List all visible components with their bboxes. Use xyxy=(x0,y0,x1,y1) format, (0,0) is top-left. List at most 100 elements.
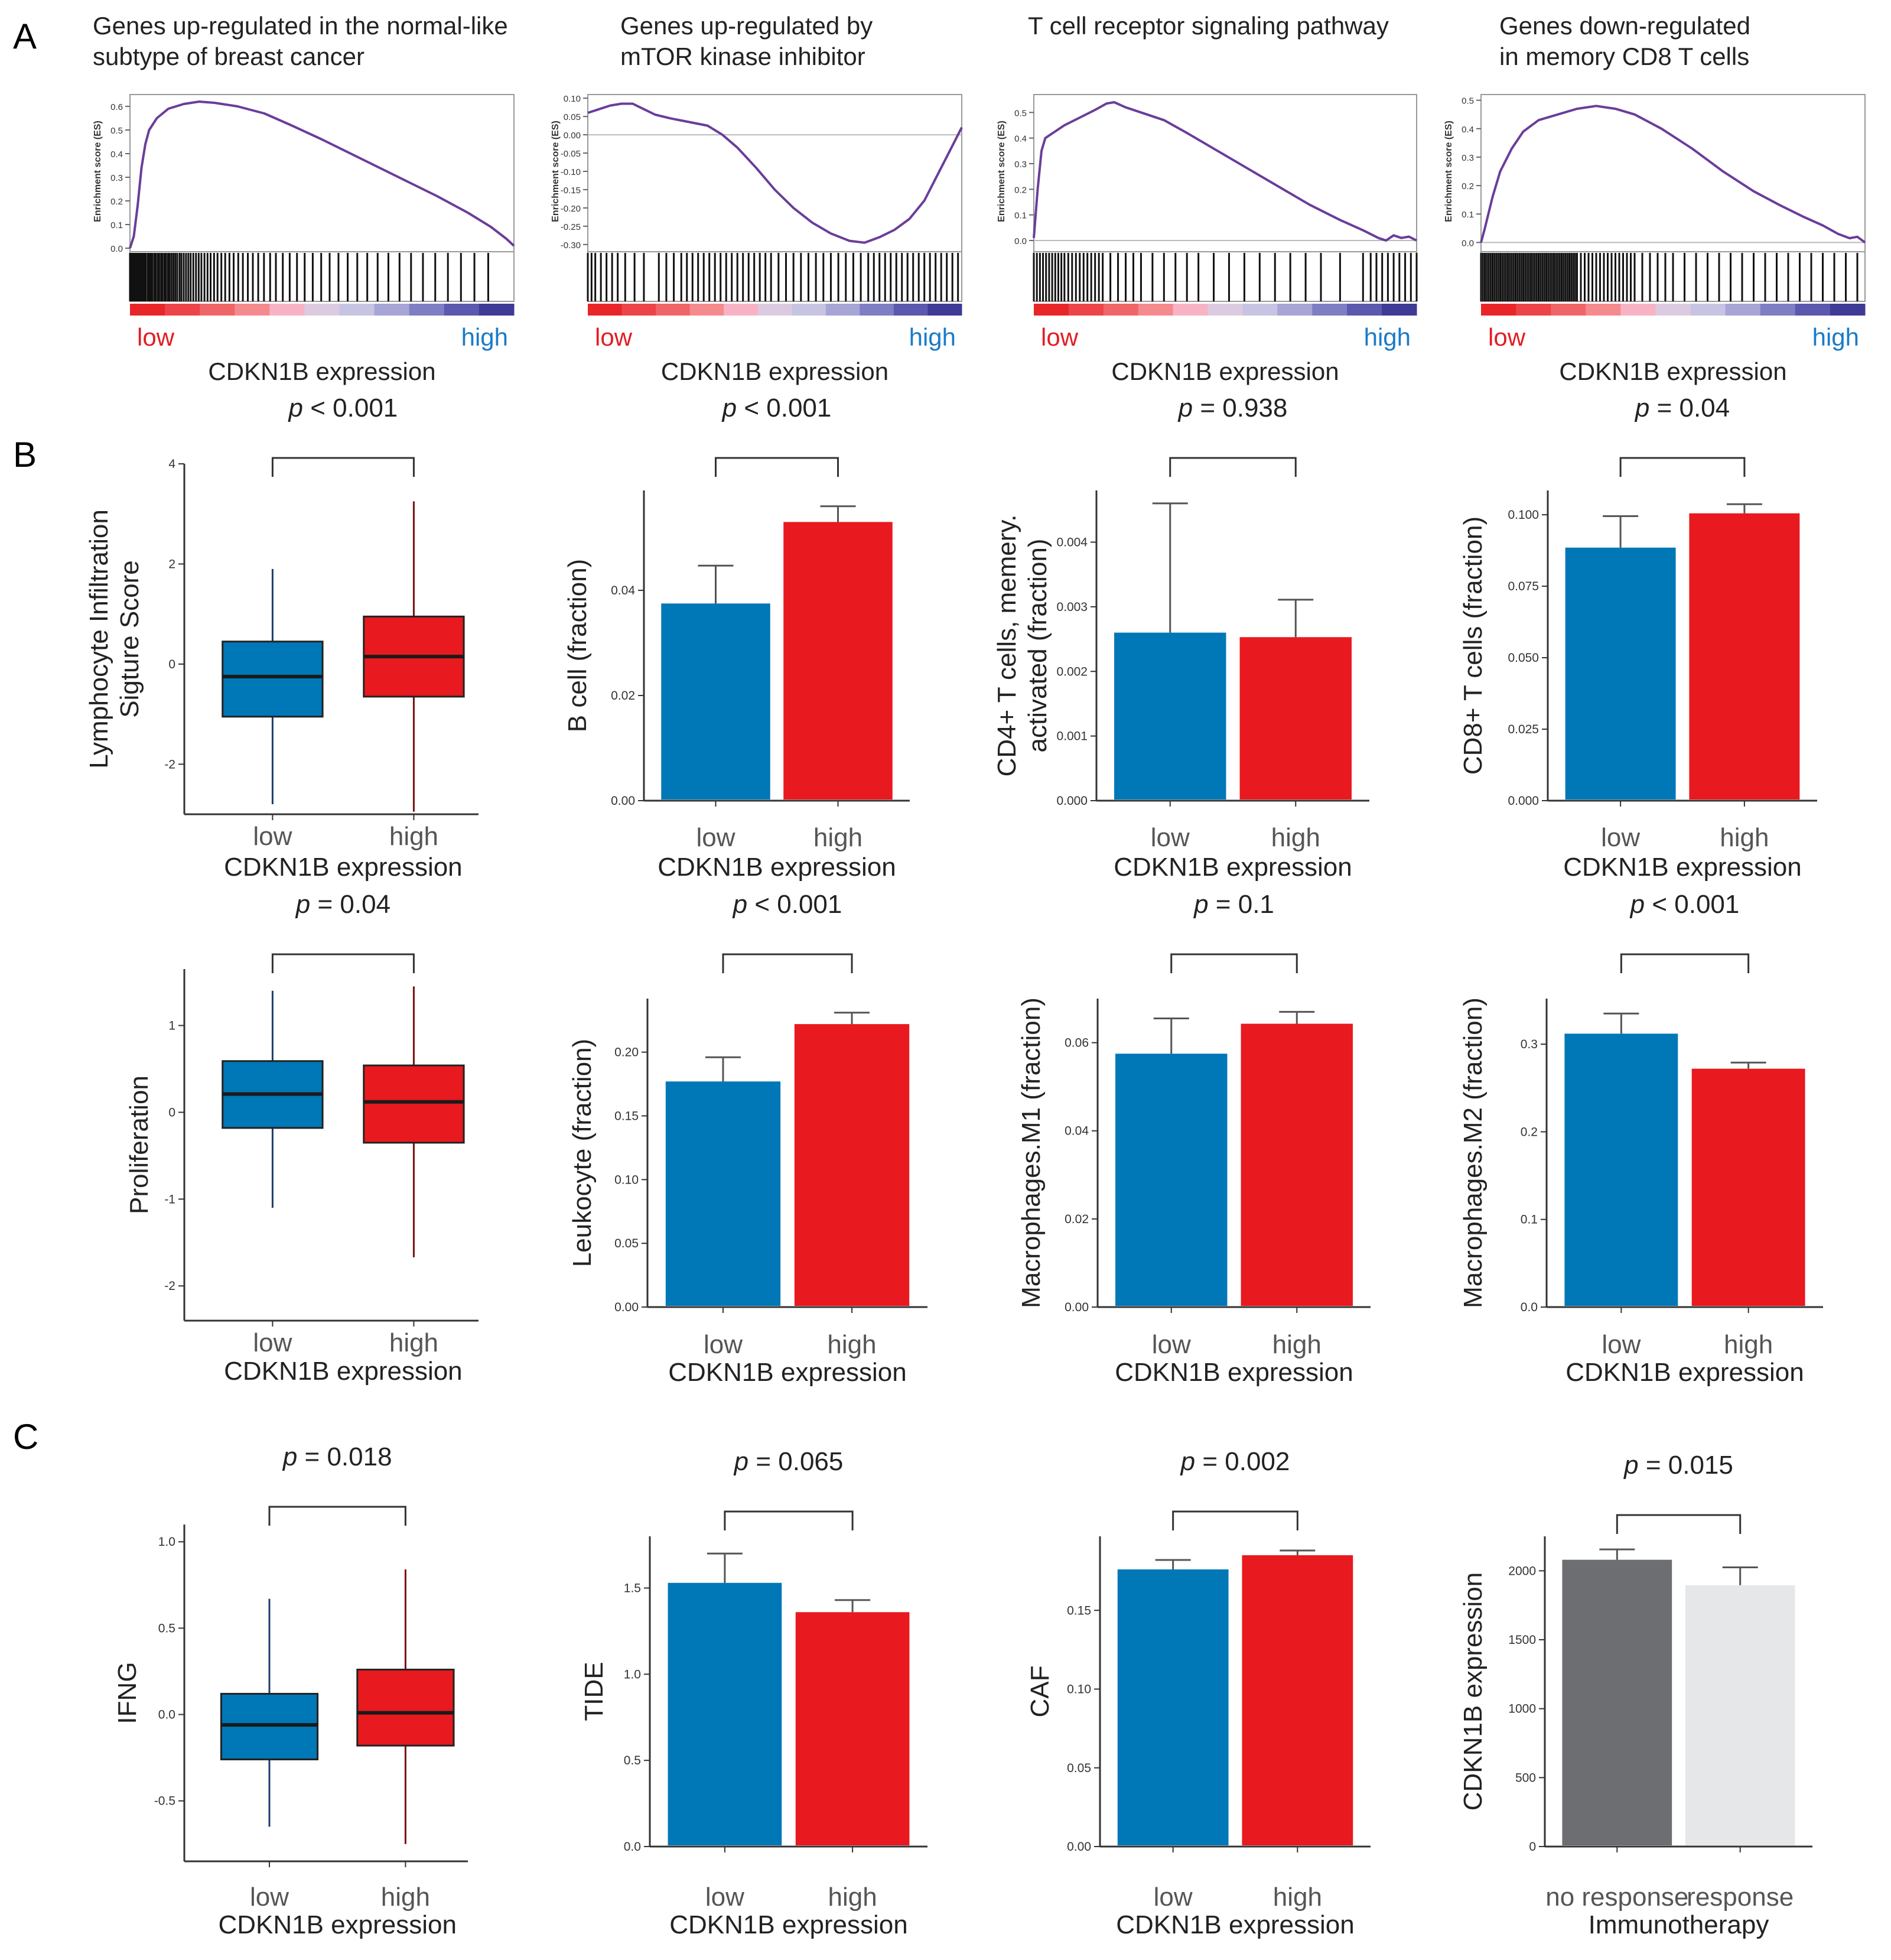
panel-b8: 0.0 0.1 0.2 0.3 Macrophages.M2 (fraction) low… xyxy=(1459,890,1823,1387)
rank-gradient-segment xyxy=(304,304,340,316)
rank-gradient-segment xyxy=(1034,304,1069,316)
bar-high xyxy=(1242,1555,1353,1845)
rank-high-label: high xyxy=(461,323,508,351)
bar-response xyxy=(1685,1585,1795,1845)
es-curve-line xyxy=(1033,101,1417,242)
rank-low-label: low xyxy=(137,323,175,351)
y-tick-label: 0.00 xyxy=(614,1301,639,1314)
x-tick-label: high xyxy=(1724,1330,1773,1359)
y-tick-label: -1 xyxy=(164,1192,175,1206)
gsea-ytick-label: 0.0 xyxy=(1014,236,1027,246)
y-axis-label: CAF xyxy=(1026,1666,1054,1718)
rank-gradient-segment xyxy=(1103,304,1139,316)
x-tick-label: low xyxy=(704,1330,743,1359)
bar-high xyxy=(794,1024,910,1306)
bar-high xyxy=(1241,1023,1353,1306)
x-axis-label: CDKN1B expression xyxy=(1114,853,1352,882)
gsea-ytick-label: 0.05 xyxy=(564,112,581,122)
significance-bracket xyxy=(1616,1514,1742,1534)
bar-low xyxy=(1115,1054,1228,1306)
gsea-ytick-label: 0.00 xyxy=(564,131,581,141)
y-tick-label: 1.0 xyxy=(624,1668,641,1681)
rank-high-label: high xyxy=(1364,323,1411,351)
bar-low xyxy=(1114,632,1226,799)
y-tick-label: 0.100 xyxy=(1508,508,1539,522)
p-value-label: p = 0.938 xyxy=(1177,394,1288,422)
bar-low xyxy=(1565,547,1676,799)
y-tick-label: 2 xyxy=(168,557,175,571)
x-tick-label: low xyxy=(1151,823,1190,852)
gsea-ytick-label: 0.2 xyxy=(110,197,123,207)
significance-bracket xyxy=(268,1506,406,1526)
y-axis-label: Macrophages.M1 (fraction) xyxy=(1017,997,1046,1308)
y-tick-label: 0.05 xyxy=(1067,1761,1091,1775)
rank-gradient-segment xyxy=(689,304,724,316)
rank-gradient-segment xyxy=(927,304,962,316)
p-value-label: p = 0.1 xyxy=(1193,890,1274,919)
x-tick-label: high xyxy=(381,1883,430,1912)
p-value-label: p = 0.04 xyxy=(295,890,390,919)
y-tick-label: 1.0 xyxy=(158,1535,175,1549)
y-tick-label: 0.004 xyxy=(1056,536,1088,550)
y-tick-label: 0.5 xyxy=(158,1621,175,1635)
box-high xyxy=(356,1669,455,1747)
x-axis-label: CDKN1B expression xyxy=(668,1358,907,1387)
rank-gradient-segment xyxy=(235,304,270,316)
gsea-ytick-label: 0.3 xyxy=(1014,160,1027,170)
x-tick-label: high xyxy=(389,822,438,851)
gsea-ytick-label: 0.2 xyxy=(1014,185,1027,195)
x-tick-label: high xyxy=(1272,1330,1322,1359)
x-tick-label: response xyxy=(1687,1883,1794,1912)
panel-b3: 0.000 0.001 0.002 0.003 0.004 CD4+ T cells, m… xyxy=(992,394,1369,882)
y-tick-label: 0.002 xyxy=(1056,665,1088,678)
panel-b2: 0.00 0.02 0.04 B cell (fraction) low highCDKN… xyxy=(563,394,910,882)
y-tick-label: 0.000 xyxy=(1508,794,1539,808)
y-tick-label: 0.050 xyxy=(1508,651,1539,665)
rank-gradient-segment xyxy=(792,304,826,316)
p-value-label: p = 0.065 xyxy=(733,1447,844,1476)
gsea-title-line: in memory CD8 T cells xyxy=(1499,43,1749,70)
gsea-panel-4: Genes down-regulated in memory CD8 T cell… xyxy=(1444,12,1866,385)
rank-high-label: high xyxy=(1812,323,1859,351)
box-high xyxy=(363,1064,465,1144)
gsea-title-line: mTOR kinase inhibitor xyxy=(620,43,865,70)
hit-marks xyxy=(1480,253,1859,301)
bar-high xyxy=(783,522,893,799)
rank-gradient-segment xyxy=(1242,304,1278,316)
panel-b4: 0.000 0.025 0.050 0.075 0.100 CD8+ T cells (f… xyxy=(1459,394,1817,882)
gsea-xlabel: CDKN1B expression xyxy=(1559,357,1786,385)
bar-low xyxy=(1117,1569,1229,1845)
significance-bracket xyxy=(715,457,839,477)
x-tick-label: low xyxy=(1601,823,1640,852)
y-tick-label: 0.04 xyxy=(1065,1124,1089,1138)
x-axis-label: CDKN1B expression xyxy=(658,853,896,882)
gsea-ytick-label: 0.4 xyxy=(110,149,123,160)
bar-low xyxy=(1564,1033,1678,1306)
y-tick-label: 0.06 xyxy=(1065,1036,1089,1050)
x-axis-label: CDKN1B expression xyxy=(224,853,463,882)
rank-gradient-segment xyxy=(1382,304,1417,316)
significance-bracket xyxy=(1619,457,1746,477)
panel-b7: 0.00 0.02 0.04 0.06 Macrophages.M1 (fraction… xyxy=(1017,890,1371,1387)
x-tick-label: high xyxy=(827,1330,876,1359)
y-axis-label: Lymphocyte Infiltration xyxy=(84,509,113,769)
y-axis-label: Sigture Score xyxy=(115,560,144,718)
rank-gradient-segment xyxy=(165,304,200,316)
gsea-title-line: Genes up-regulated in the normal-like xyxy=(93,12,508,40)
significance-bracket xyxy=(1620,953,1750,973)
gsea-title-line: Genes down-regulated xyxy=(1499,12,1750,40)
rank-gradient-segment xyxy=(588,304,623,316)
y-axis-label: Proliferation xyxy=(125,1075,154,1214)
x-axis-label: CDKN1B expression xyxy=(218,1910,457,1939)
y-tick-label: 0.2 xyxy=(1521,1125,1538,1139)
x-tick-label: low xyxy=(705,1883,744,1912)
gsea-title-line: subtype of breast cancer xyxy=(93,43,364,70)
y-tick-label: 0.003 xyxy=(1056,600,1088,614)
rank-gradient-segment xyxy=(200,304,235,316)
rank-gradient-segment xyxy=(1725,304,1761,316)
rank-gradient-segment xyxy=(269,304,305,316)
